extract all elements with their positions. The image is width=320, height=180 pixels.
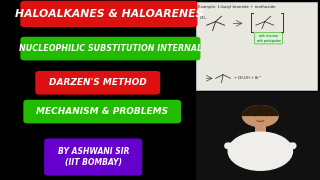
FancyBboxPatch shape <box>36 72 159 94</box>
Text: $CH_2$: $CH_2$ <box>199 15 208 22</box>
Bar <box>196 92 320 180</box>
Text: NUCLEOPHILIC SUBSTITUTION INTERNAL: NUCLEOPHILIC SUBSTITUTION INTERNAL <box>19 44 202 53</box>
FancyBboxPatch shape <box>45 139 141 175</box>
Circle shape <box>242 105 279 127</box>
Ellipse shape <box>228 131 293 171</box>
Text: BY ASHWANI SIR
(IIT BOMBAY): BY ASHWANI SIR (IIT BOMBAY) <box>58 147 129 167</box>
FancyBboxPatch shape <box>24 100 180 123</box>
Text: HALOALKANES & HALOARENES: HALOALKANES & HALOARENES <box>15 9 203 19</box>
Text: DARZEN'S METHOD: DARZEN'S METHOD <box>49 78 147 87</box>
Wedge shape <box>242 105 279 116</box>
FancyBboxPatch shape <box>255 33 283 44</box>
Bar <box>255 125 266 132</box>
Bar <box>196 2 317 90</box>
Text: MECHANISM & PROBLEMS: MECHANISM & PROBLEMS <box>36 107 168 116</box>
FancyBboxPatch shape <box>21 1 197 26</box>
Text: + $CH_3$OH + Br$^-$: + $CH_3$OH + Br$^-$ <box>234 75 263 82</box>
Text: with inversion
with participation: with inversion with participation <box>257 34 281 43</box>
Text: Example: 1-butyl bromide + methoxide: Example: 1-butyl bromide + methoxide <box>198 4 275 8</box>
FancyBboxPatch shape <box>21 37 200 60</box>
